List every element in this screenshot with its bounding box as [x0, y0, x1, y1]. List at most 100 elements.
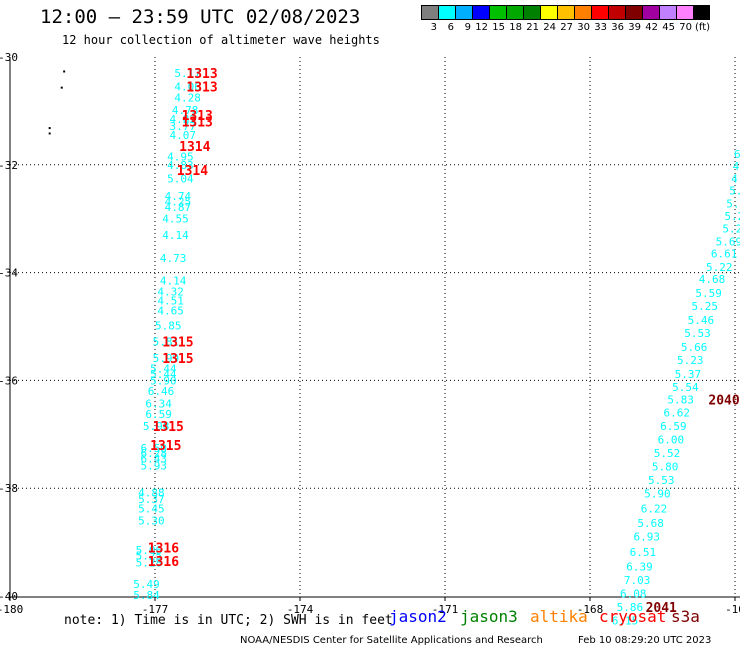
legend-swatch [642, 5, 659, 20]
swh-point-label: 6.00 [658, 434, 685, 447]
swh-point-label: 4.73 [160, 252, 187, 265]
swh-point-label: 5.86 [617, 601, 644, 614]
legend-label: 6 [447, 22, 454, 33]
island-marker [63, 70, 66, 73]
swh-point-label: 6.59 [660, 420, 687, 433]
satellite-cryosat: cryosat [599, 607, 667, 626]
island-marker [60, 86, 63, 89]
legend-label: 12 [475, 22, 488, 33]
swh-point-label: 6.22 [641, 503, 668, 516]
swh-point-label: 4.25 [165, 195, 192, 208]
swh-point-label: 4.74 [165, 190, 192, 203]
swh-point-label: 5.44 [150, 368, 177, 381]
chart-note: note: 1) Time is in UTC; 2) SWH is in fe… [64, 613, 393, 628]
swh-point-label: 4.51 [157, 295, 184, 308]
legend-label: (ft) [695, 22, 711, 33]
y-tick-label: -32 [0, 159, 18, 172]
swh-point-label: 4.14 [160, 275, 187, 288]
swh-point-label: 5.90 [150, 374, 177, 387]
time-label: 1316 [148, 555, 179, 570]
legend-label: 27 [560, 22, 573, 33]
swh-point-label: 5.81 [153, 336, 180, 349]
swh-point-label: 5.06 [136, 544, 163, 557]
swh-point-label: 4.88 [138, 487, 165, 500]
swh-point-label: 6.39 [626, 560, 653, 573]
swh-point-label: 5.20 [722, 222, 740, 235]
swh-point-label: 6.46 [148, 385, 175, 398]
swh-point-label: 5.53 [648, 474, 675, 487]
swh-point-label: 5.22 [706, 261, 733, 274]
swh-point-label: 4.68 [699, 273, 726, 286]
swh-point-label: 5.49 [133, 578, 160, 591]
swh-point-label: 5.98 [143, 420, 170, 433]
island-marker [48, 127, 51, 130]
satellite-altika: altika [530, 607, 588, 626]
time-label: 2040 [708, 393, 739, 408]
legend-swatch [455, 5, 472, 20]
swh-point-label: 6.43 [141, 453, 168, 466]
legend-swatch [557, 5, 574, 20]
swh-point-label: 4.87 [165, 201, 192, 214]
time-label: 2041 [646, 601, 677, 616]
legend-label: 30 [577, 22, 590, 33]
swh-point-label: 6.28 [141, 447, 168, 460]
time-label: 1314 [177, 164, 208, 179]
time-label: 1313 [186, 67, 217, 82]
swh-point-label: 5.23 [677, 354, 704, 367]
legend-swatch [523, 5, 540, 20]
swh-point-label: 4.78 [172, 104, 199, 117]
swh-point-label: 5.93 [141, 460, 168, 473]
swh-point-label: 6.15 [612, 614, 639, 627]
y-tick-label: -40 [0, 590, 18, 603]
swh-point-label: 5.68 [637, 517, 664, 530]
swh-point-label: 5.80 [652, 461, 679, 474]
satellite-jason2: jason2 [389, 607, 447, 626]
legend-swatch [659, 5, 676, 20]
swh-point-label: 5.44 [150, 363, 177, 376]
legend-label: 42 [645, 22, 658, 33]
swh-point-label: 5.59 [695, 287, 722, 300]
time-label: 1313 [182, 109, 213, 124]
swh-point-label: 4.14 [162, 229, 189, 242]
satellite-jason3: jason3 [460, 607, 518, 626]
legend-label: 33 [594, 22, 607, 33]
x-tick-label: -168 [577, 603, 604, 616]
swh-point-label: 5.66 [681, 341, 708, 354]
legend-label: 24 [543, 22, 556, 33]
swh-point-label: 5.83 [667, 393, 694, 406]
swh-point-label: 6.61 [711, 248, 738, 261]
swh-point-label: 5.85 [155, 319, 182, 332]
legend-swatch [472, 5, 489, 20]
swh-point-label: 4.06 [174, 81, 201, 94]
swh-point-label: 5.54 [672, 381, 699, 394]
legend-swatch [625, 5, 642, 20]
time-label: 1313 [182, 116, 213, 131]
swh-point-label: 6 [734, 148, 740, 161]
legend-swatch [591, 5, 608, 20]
x-tick-label: -177 [142, 603, 169, 616]
swh-point-label: 5.52 [654, 447, 681, 460]
legend-swatch [506, 5, 523, 20]
legend-swatch [574, 5, 591, 20]
time-label: 1315 [153, 420, 184, 435]
swh-point-label: 6.34 [145, 398, 172, 411]
swh-point-label: 4.65 [157, 304, 184, 317]
swh-point-label: 5.90 [644, 488, 671, 501]
legend-swatch [693, 5, 710, 20]
swh-point-label: 5.25 [692, 300, 719, 313]
legend-label: 70 [679, 22, 692, 33]
legend-swatch [489, 5, 506, 20]
credit-text: NOAA/NESDIS Center for Satellite Applica… [240, 635, 543, 646]
swh-point-label: 4 [731, 172, 738, 185]
swh-point-label: 5.8 [726, 198, 740, 211]
swh-point-label: 6.50 [141, 442, 168, 455]
swh-point-label: 6.59 [145, 408, 172, 421]
swh-point-label: 4.82 [170, 113, 197, 126]
swh-point-label: 5. [729, 185, 740, 198]
chart-subtitle: 12 hour collection of altimeter wave hei… [62, 33, 380, 47]
swh-point-label: 5.53 [684, 327, 711, 340]
swh-point-label: 7.03 [624, 574, 651, 587]
swh-point-label: 5.69 [716, 235, 740, 248]
